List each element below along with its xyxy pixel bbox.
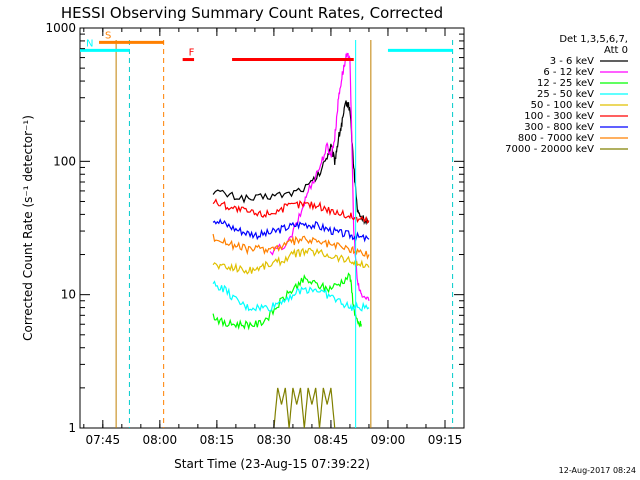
series-line bbox=[212, 272, 362, 331]
legend-entry-label: 100 - 300 keV bbox=[524, 111, 594, 122]
chart-title: HESSI Observing Summary Count Rates, Cor… bbox=[61, 4, 443, 22]
y-tick-label: 10 bbox=[61, 288, 76, 302]
legend-entry-label: 300 - 800 keV bbox=[524, 122, 594, 133]
legend-header-1: Det 1,3,5,6,7, bbox=[559, 34, 628, 45]
footer-timestamp: 12-Aug-2017 08:24 bbox=[559, 466, 636, 475]
legend-entry-label: 800 - 7000 keV bbox=[518, 133, 594, 144]
series-lines bbox=[212, 52, 370, 429]
annotation-flags: S N F bbox=[80, 30, 454, 428]
y-tick-label: 1 bbox=[68, 421, 76, 435]
x-axis-label: Start Time (23-Aug-15 07:39:22) bbox=[174, 457, 370, 471]
series-line bbox=[212, 218, 370, 243]
legend-entry-label: 6 - 12 keV bbox=[543, 67, 594, 78]
axes-ticks: 07:45 08:00 08:15 08:30 08:45 09:00 09:15 1 10 10… bbox=[45, 21, 465, 447]
annotation-label: N bbox=[86, 38, 93, 49]
plot-area bbox=[79, 27, 465, 429]
series-line bbox=[273, 387, 336, 429]
x-tick-label: 08:00 bbox=[143, 433, 178, 447]
legend-entry-label: 50 - 100 keV bbox=[531, 100, 595, 111]
series-line bbox=[212, 233, 370, 260]
x-tick-label: 09:15 bbox=[428, 433, 463, 447]
annotation-label: S bbox=[105, 30, 111, 41]
series-line bbox=[212, 100, 370, 226]
legend-entry-label: 12 - 25 keV bbox=[537, 78, 594, 89]
legend-entry-label: 7000 - 20000 keV bbox=[505, 144, 594, 155]
x-tick-label: 08:45 bbox=[314, 433, 349, 447]
plot-frame bbox=[79, 27, 465, 429]
series-line bbox=[212, 198, 370, 225]
y-tick-label: 1000 bbox=[45, 21, 76, 35]
x-tick-label: 08:30 bbox=[257, 433, 292, 447]
annotation-label: F bbox=[189, 48, 195, 59]
legend-entry-label: 3 - 6 keV bbox=[550, 56, 594, 67]
x-tick-label: 09:00 bbox=[371, 433, 406, 447]
series-line bbox=[212, 247, 370, 275]
y-axis-label: Corrected Count Rate (s⁻¹ detector⁻¹) bbox=[21, 115, 35, 341]
x-tick-label: 07:45 bbox=[86, 433, 121, 447]
series-line bbox=[212, 280, 370, 312]
legend-header-2: Att 0 bbox=[604, 45, 628, 56]
legend-entry-label: 25 - 50 keV bbox=[537, 89, 594, 100]
x-tick-label: 08:15 bbox=[200, 433, 235, 447]
y-tick-label: 100 bbox=[53, 154, 76, 168]
